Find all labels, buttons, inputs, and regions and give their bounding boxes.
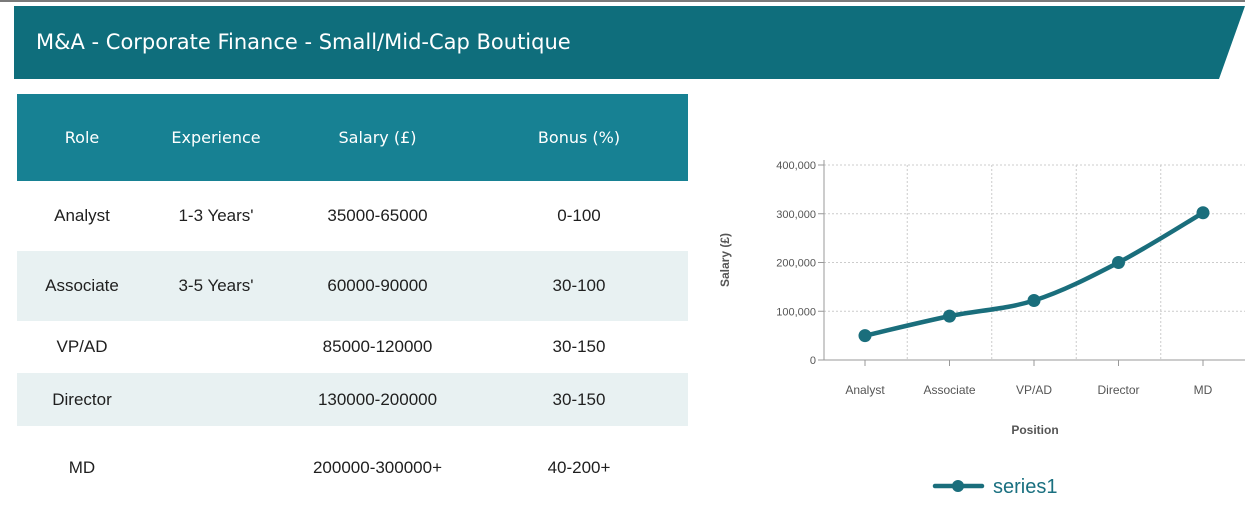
y-tick-label: 0	[810, 355, 816, 367]
header-salary: Salary (£)	[338, 128, 417, 147]
table-row: VP/AD 85000-120000 30-150	[17, 321, 688, 373]
cell-role: VP/AD	[56, 337, 108, 356]
salary-chart: 0 100,000 200,000 300,000 400,000 Analyst Asso…	[700, 140, 1245, 515]
table-row: Analyst 1-3 Years' 35000-65000 0-100	[17, 181, 688, 251]
table-row: Director 130000-200000 30-150	[17, 373, 688, 426]
page-title: M&A - Corporate Finance - Small/Mid-Cap …	[36, 30, 571, 54]
cell-experience: 1-3 Years'	[178, 206, 254, 225]
header-experience: Experience	[171, 128, 261, 147]
cell-bonus: 30-100	[552, 276, 606, 295]
data-point[interactable]	[858, 329, 872, 343]
cell-salary: 130000-200000	[317, 389, 438, 409]
cell-role: Analyst	[54, 206, 110, 225]
y-tick-label: 300,000	[776, 209, 816, 221]
cell-role: Director	[52, 389, 112, 409]
banner-background	[14, 6, 1245, 79]
header-bonus: Bonus (%)	[537, 128, 621, 147]
x-tick-label: VP/AD	[1016, 383, 1052, 397]
table-header: Role Experience Salary (£) Bonus (%)	[17, 94, 688, 181]
x-axis-title: Position	[1011, 423, 1058, 437]
cell-bonus: 30-150	[552, 389, 606, 409]
salary-line-chart: 0 100,000 200,000 300,000 400,000 Analyst Asso…	[718, 160, 1245, 498]
salary-table: Role Experience Salary (£) Bonus (%) Ana…	[17, 94, 688, 510]
cell-bonus: 30-150	[552, 337, 606, 356]
x-tick-label: Director	[1097, 383, 1139, 397]
y-axis-title: Salary (£)	[718, 233, 732, 287]
y-tick-label: 400,000	[776, 160, 816, 172]
y-tick-label: 200,000	[776, 258, 816, 270]
data-point[interactable]	[1027, 294, 1041, 308]
x-tick-label: Associate	[923, 383, 975, 397]
legend-label: series1	[993, 476, 1057, 498]
legend-marker-icon	[952, 480, 964, 492]
x-tick-label: MD	[1194, 383, 1213, 397]
header-role: Role	[64, 128, 100, 147]
cell-role: Associate	[45, 276, 119, 295]
data-point[interactable]	[1196, 206, 1210, 220]
data-point[interactable]	[1112, 256, 1125, 269]
cell-role: MD	[68, 458, 96, 477]
table-row: Associate 3-5 Years' 60000-90000 30-100	[17, 251, 688, 321]
page-banner: M&A - Corporate Finance - Small/Mid-Cap …	[14, 6, 1245, 79]
x-tick-label: Analyst	[845, 383, 885, 397]
cell-experience: 3-5 Years'	[178, 276, 254, 295]
cell-bonus: 0-100	[557, 206, 601, 225]
table-row: MD 200000-300000+ 40-200+	[17, 426, 688, 510]
cell-salary: 85000-120000	[322, 337, 433, 356]
y-tick-label: 100,000	[776, 306, 816, 318]
cell-salary: 60000-90000	[327, 276, 428, 295]
series-line	[862, 210, 1206, 338]
cell-salary: 200000-300000+	[312, 458, 443, 477]
cell-salary: 35000-65000	[327, 206, 428, 225]
cell-bonus: 40-200+	[547, 458, 611, 477]
top-border	[0, 0, 1245, 2]
data-point[interactable]	[943, 309, 956, 323]
